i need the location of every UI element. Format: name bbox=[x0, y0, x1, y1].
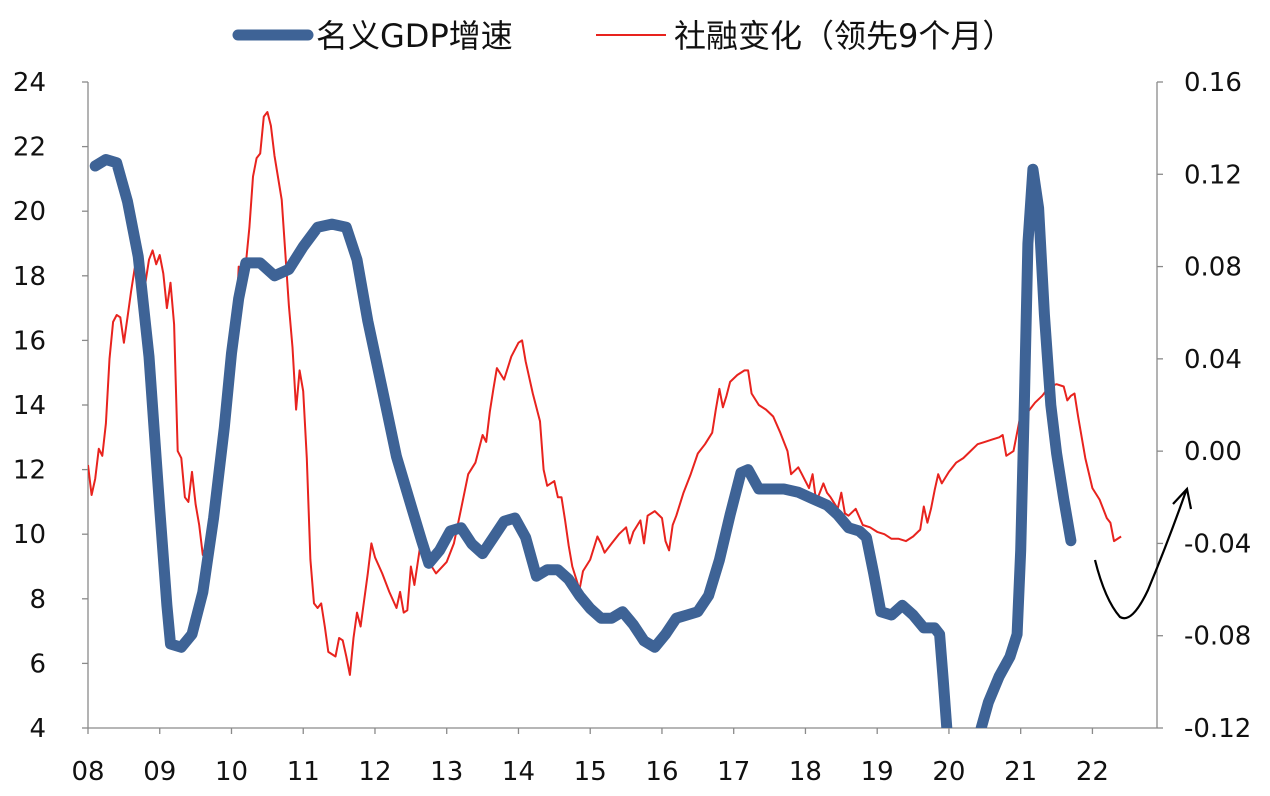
x-tick-label: 09 bbox=[143, 757, 176, 787]
x-tick-label: 21 bbox=[1004, 757, 1037, 787]
y-left-tick-label: 20 bbox=[13, 197, 46, 227]
trend-arrow-annotation bbox=[1093, 486, 1193, 620]
x-tick-label: 16 bbox=[645, 757, 678, 787]
x-tick-label: 19 bbox=[861, 757, 894, 787]
x-tick-label: 22 bbox=[1076, 757, 1109, 787]
x-tick-label: 15 bbox=[574, 757, 607, 787]
y-right-tick-label: 0.00 bbox=[1184, 437, 1242, 467]
x-tick-label: 08 bbox=[71, 757, 104, 787]
y-left-tick-label: 18 bbox=[13, 262, 46, 292]
y-right-tick-label: 0.04 bbox=[1184, 345, 1242, 375]
x-tick-label: 10 bbox=[215, 757, 248, 787]
x-tick-label: 11 bbox=[287, 757, 320, 787]
y-left-tick-label: 8 bbox=[29, 585, 46, 615]
y-left-tick-label: 16 bbox=[13, 326, 46, 356]
y-left-tick-label: 12 bbox=[13, 456, 46, 486]
axes: 4 6 8 10 12 14 16 18 20 22 24 -0.12 -0.08 -0.04 0.00 0.… bbox=[13, 68, 1251, 787]
legend-label-social-financing: 社融变化（领先9个月） bbox=[674, 17, 1014, 55]
y-left-tick-label: 10 bbox=[13, 520, 46, 550]
legend-label-gdp: 名义GDP增速 bbox=[316, 17, 513, 55]
trend-arrow-icon bbox=[1093, 490, 1188, 620]
series-line-social-financing bbox=[88, 111, 1122, 676]
y-left-tick-label: 24 bbox=[13, 68, 46, 98]
arrow-head-icon bbox=[1172, 486, 1193, 510]
y-right-tick-label: -0.12 bbox=[1184, 714, 1251, 744]
y-left-tick-label: 14 bbox=[13, 391, 46, 421]
y-right-tick-label: -0.08 bbox=[1184, 622, 1251, 652]
x-tick-label: 13 bbox=[430, 757, 463, 787]
y-right-tick-label: 0.12 bbox=[1184, 160, 1242, 190]
x-tick-label: 12 bbox=[358, 757, 391, 787]
series-layer bbox=[88, 111, 1122, 728]
y-left-tick-label: 4 bbox=[29, 714, 46, 744]
x-tick-label: 14 bbox=[502, 757, 535, 787]
x-tick-label: 18 bbox=[789, 757, 822, 787]
legend: 名义GDP增速 社融变化（领先9个月） bbox=[232, 17, 1014, 55]
y-right-tick-label: -0.04 bbox=[1184, 529, 1251, 559]
series-line-gdp-resume bbox=[975, 163, 1077, 728]
y-right-tick-label: 0.16 bbox=[1184, 68, 1242, 98]
x-tick-label: 20 bbox=[932, 757, 965, 787]
y-left-tick-label: 6 bbox=[29, 649, 46, 679]
x-tick-label: 17 bbox=[717, 757, 750, 787]
y-right-tick-label: 0.08 bbox=[1184, 253, 1242, 283]
y-left-tick-label: 22 bbox=[13, 133, 46, 163]
series-line-gdp bbox=[89, 154, 953, 728]
